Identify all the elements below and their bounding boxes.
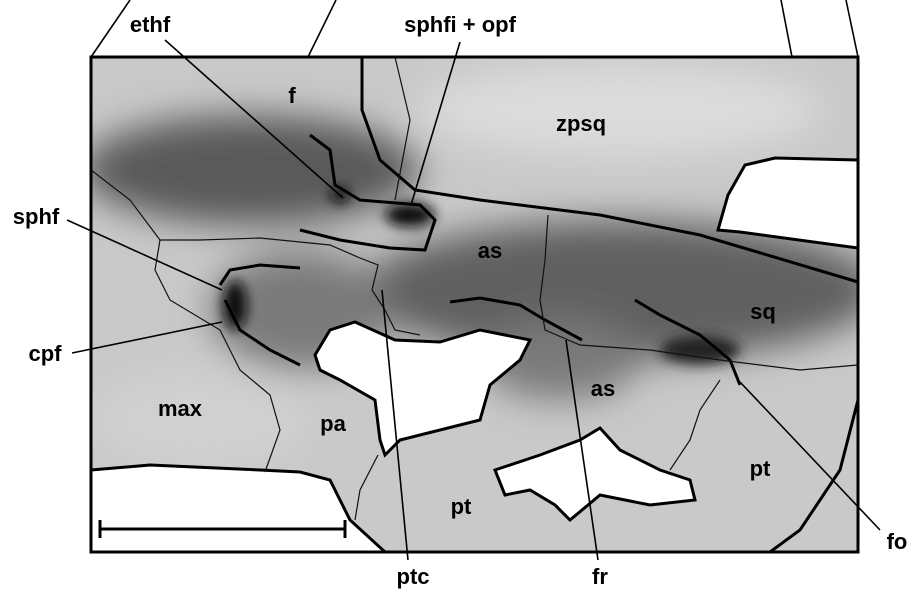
region-label: sq [750,299,776,324]
region-label: zpsq [556,111,606,136]
region-label: pt [451,494,472,519]
page: {"labels":["ethf","sphfi + opf","f","zps… [0,0,915,594]
callout-label: ethf [130,12,171,37]
region-label: as [591,376,615,401]
callout-label: fo [887,529,908,554]
region-label: max [158,396,203,421]
region-label: f [288,83,296,108]
figure: ethf sphfi + opf f zpsq as sq sphf cpf m… [0,0,915,594]
callout-label: cpf [29,341,63,366]
callout-label: sphfi + opf [404,12,517,37]
callout-label: fr [592,564,608,589]
region-label: pa [320,411,346,436]
callout-label: ptc [397,564,430,589]
callout-label: sphf [13,204,60,229]
region-label: as [478,238,502,263]
region-label: pt [750,456,771,481]
